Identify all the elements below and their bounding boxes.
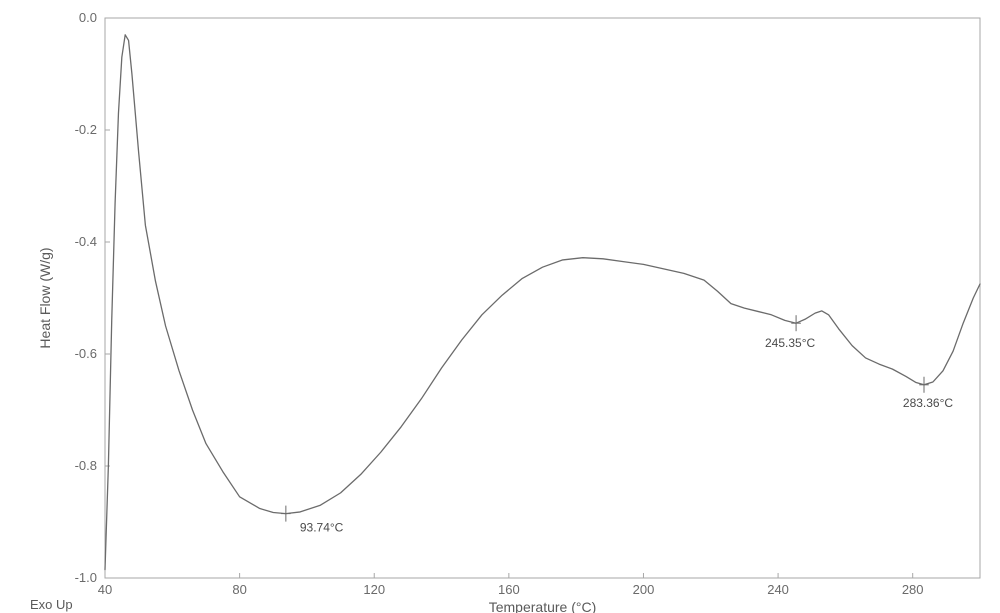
chart-background bbox=[0, 0, 1000, 613]
exo-up-note: Exo Up bbox=[30, 597, 73, 612]
x-tick-label: 240 bbox=[767, 582, 789, 597]
y-tick-label: -0.6 bbox=[75, 346, 97, 361]
x-tick-label: 200 bbox=[633, 582, 655, 597]
y-tick-label: -1.0 bbox=[75, 570, 97, 585]
y-tick-label: -0.8 bbox=[75, 458, 97, 473]
y-axis-label: Heat Flow (W/g) bbox=[37, 247, 53, 348]
y-tick-label: -0.2 bbox=[75, 122, 97, 137]
chart-svg: 40 80 120 160 200 240 280 0.0 -0.2 -0.4 -0.6 -0.8 -1… bbox=[0, 0, 1000, 613]
y-tick-label: -0.4 bbox=[75, 234, 97, 249]
x-tick-label: 40 bbox=[98, 582, 112, 597]
x-tick-label: 120 bbox=[363, 582, 385, 597]
annotation-label: 283.36°C bbox=[903, 396, 954, 410]
x-axis-label: Temperature (°C) bbox=[489, 599, 597, 613]
y-tick-label: 0.0 bbox=[79, 10, 97, 25]
x-tick-label: 80 bbox=[232, 582, 246, 597]
x-tick-label: 160 bbox=[498, 582, 520, 597]
annotation-label: 93.74°C bbox=[300, 521, 344, 535]
x-tick-label: 280 bbox=[902, 582, 924, 597]
dsc-chart: 40 80 120 160 200 240 280 0.0 -0.2 -0.4 -0.6 -0.8 -1… bbox=[0, 0, 1000, 613]
annotation-label: 245.35°C bbox=[765, 336, 816, 350]
